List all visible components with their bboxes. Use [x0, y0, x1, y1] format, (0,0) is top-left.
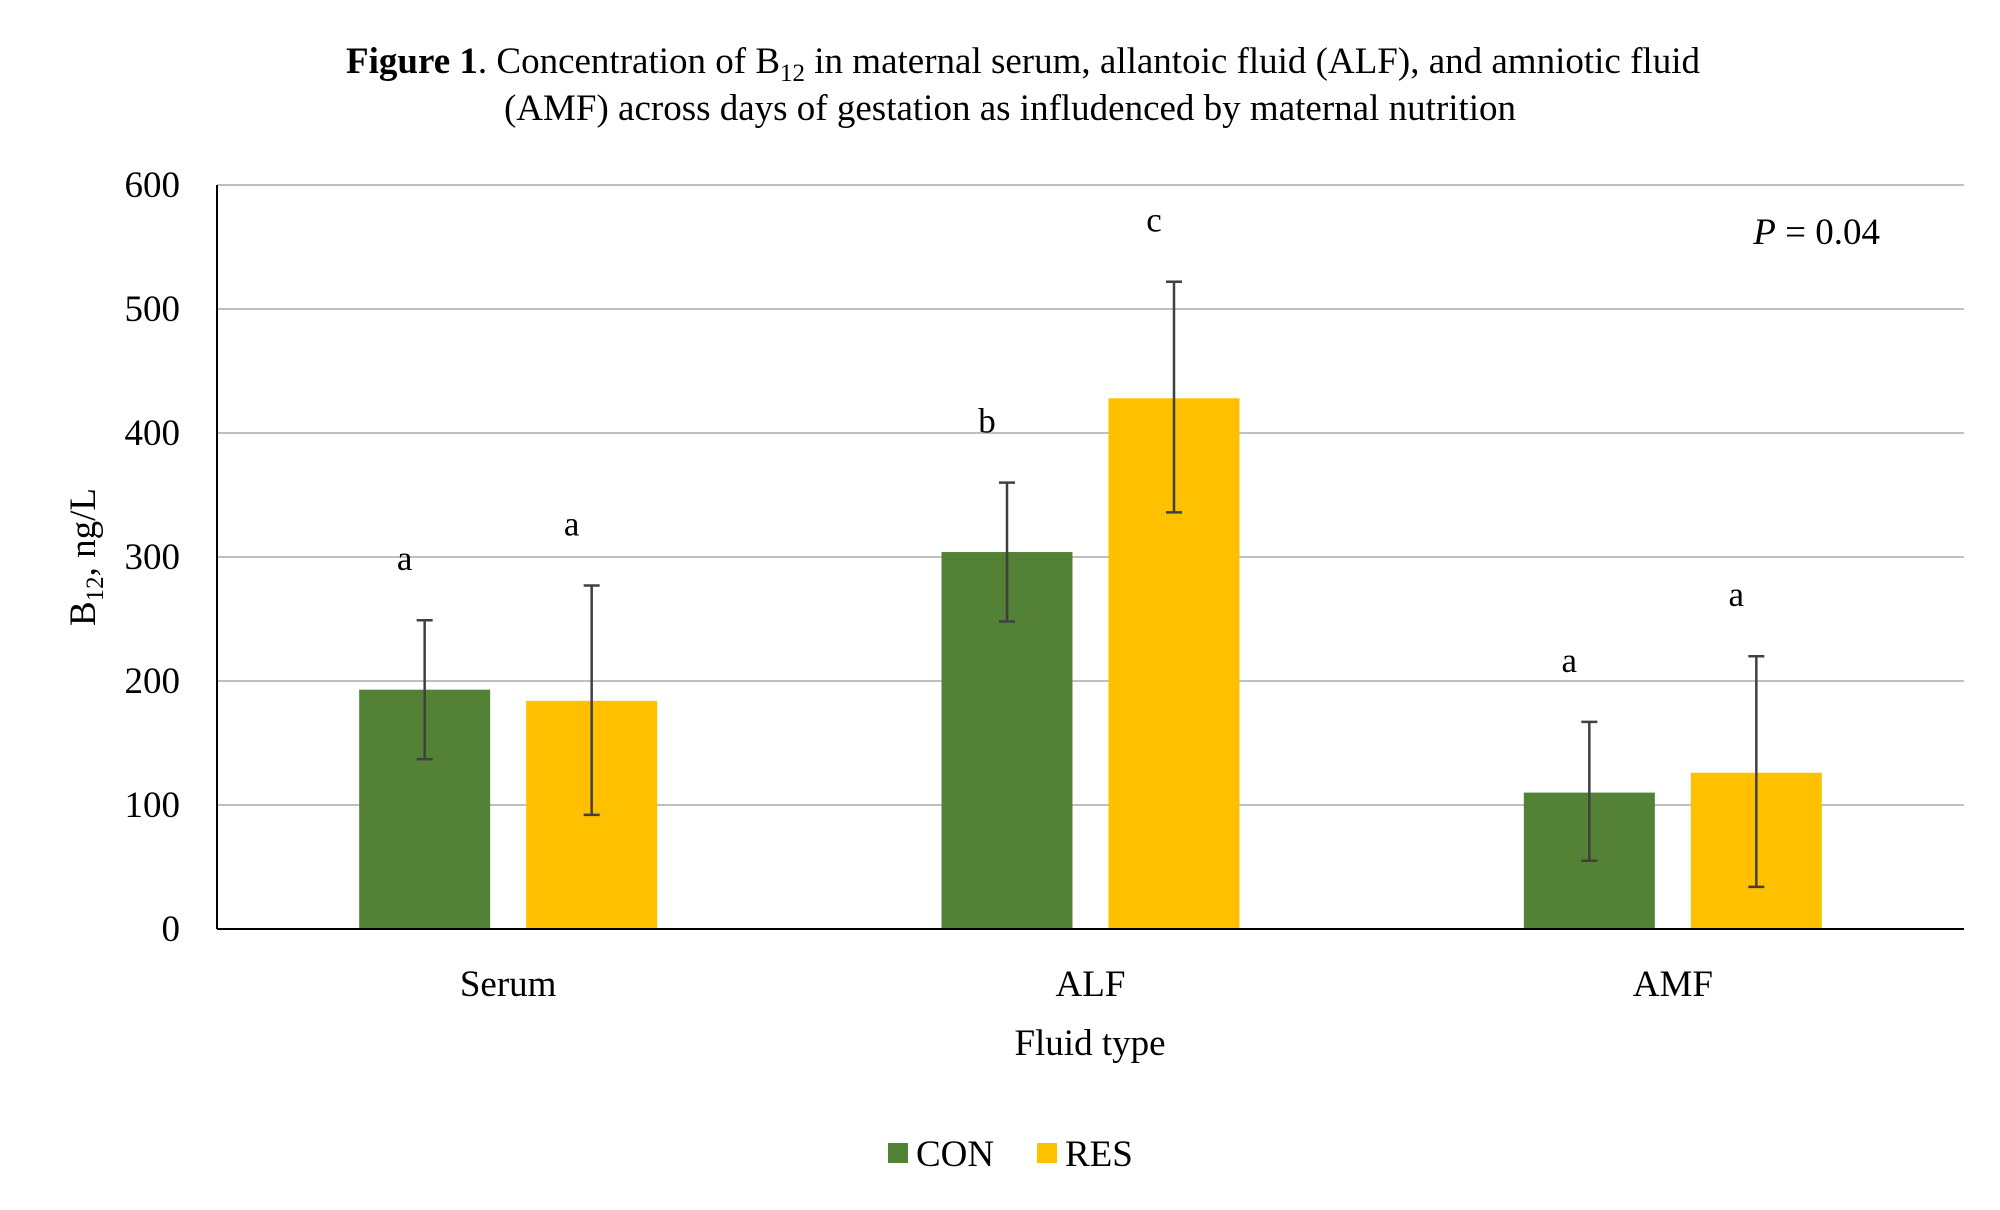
bars — [359, 398, 1822, 929]
error-bars — [416, 280, 1765, 889]
significance-letter-con-amf: a — [1562, 641, 1578, 680]
chart-title-line-1: Figure 1. Concentration of B12 in matern… — [346, 41, 1700, 87]
legend-swatch-con — [888, 1143, 908, 1163]
significance-letter-res-serum: a — [564, 505, 580, 544]
significance-letters: a a b c a a — [397, 201, 1745, 680]
y-tick-label-100: 100 — [125, 785, 181, 826]
x-axis-title: Fluid type — [1014, 1023, 1165, 1064]
title-text-1: . Concentration of B — [478, 41, 780, 82]
chart-title-line-2: (AMF) across days of gestation as influd… — [504, 88, 1516, 129]
y-tick-label-300: 300 — [125, 537, 181, 578]
legend-label-res: RES — [1065, 1134, 1133, 1175]
y-axis-title-main: B — [63, 601, 104, 626]
y-axis-title: B12, ng/L — [63, 488, 109, 626]
legend-swatch-res — [1037, 1143, 1057, 1163]
figure-label: Figure 1 — [346, 41, 478, 82]
p-value-annotation: P = 0.04 — [1752, 212, 1880, 253]
y-tick-label-500: 500 — [125, 289, 181, 330]
title-subscript: 12 — [780, 60, 805, 87]
p-value: = 0.04 — [1776, 212, 1880, 253]
y-tick-label-600: 600 — [125, 165, 181, 206]
significance-letter-con-serum: a — [397, 539, 413, 578]
gridlines — [217, 184, 1964, 806]
significance-letter-res-amf: a — [1729, 575, 1745, 614]
y-tick-label-0: 0 — [162, 909, 181, 950]
y-axis-title-subscript: 12 — [82, 576, 109, 601]
title-text-2: in maternal serum, allantoic fluid (ALF)… — [805, 41, 1700, 82]
x-axis-categories: Serum ALF AMF — [460, 964, 1713, 1005]
y-tick-label-400: 400 — [125, 413, 181, 454]
y-axis-title-rest: , ng/L — [63, 488, 104, 576]
x-category-label-serum: Serum — [460, 964, 557, 1005]
significance-letter-con-alf: b — [978, 402, 996, 441]
x-category-label-alf: ALF — [1056, 964, 1126, 1005]
legend-label-con: CON — [916, 1134, 994, 1175]
p-symbol: P — [1752, 212, 1776, 253]
x-category-label-amf: AMF — [1633, 964, 1713, 1005]
legend: CON RES — [888, 1134, 1133, 1175]
y-tick-label-200: 200 — [125, 661, 181, 702]
y-axis-ticks: 0 100 200 300 400 500 600 — [125, 165, 181, 950]
significance-letter-res-alf: c — [1146, 201, 1162, 240]
